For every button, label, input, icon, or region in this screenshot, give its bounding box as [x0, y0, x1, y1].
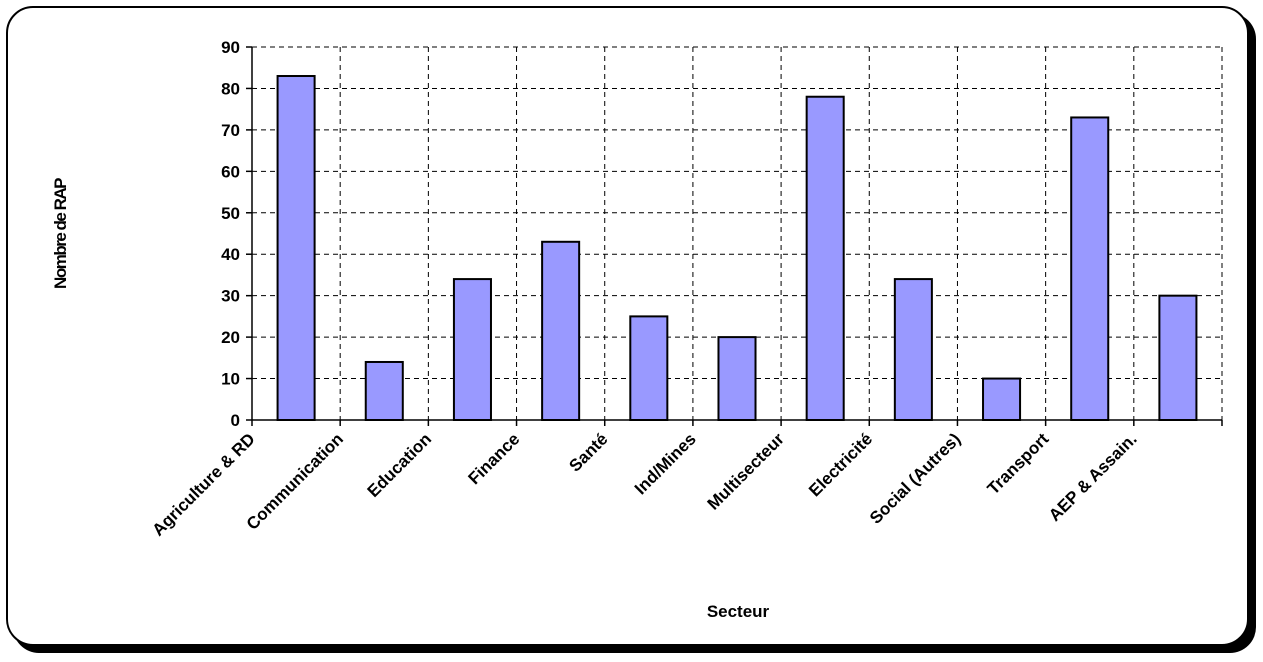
bar	[982, 377, 1022, 421]
x-axis-title: Secteur	[707, 602, 770, 621]
chart-border	[6, 6, 1249, 646]
bar	[717, 336, 757, 421]
bar	[1070, 116, 1110, 421]
bars	[276, 75, 1198, 422]
y-tick-label: 90	[221, 38, 240, 57]
grid	[252, 46, 1223, 420]
y-tick-label: 20	[221, 328, 240, 347]
y-tick-label: 60	[221, 162, 240, 181]
bar	[276, 75, 316, 421]
y-tick-label: 10	[221, 370, 240, 389]
y-tick-label: 40	[221, 245, 240, 264]
y-tick-label: 80	[221, 79, 240, 98]
bar	[893, 278, 933, 422]
y-tick-label: 70	[221, 121, 240, 140]
bar	[364, 360, 404, 422]
bar	[1158, 294, 1198, 421]
bar	[541, 240, 581, 421]
bar	[805, 95, 845, 421]
y-tick-label: 50	[221, 204, 240, 223]
axes	[246, 46, 1223, 426]
bar	[629, 315, 669, 421]
bar	[452, 278, 492, 422]
y-axis-title: Nombre de RAP	[51, 178, 70, 289]
y-tick-label: 30	[221, 287, 240, 306]
y-tick-label: 0	[231, 411, 240, 430]
